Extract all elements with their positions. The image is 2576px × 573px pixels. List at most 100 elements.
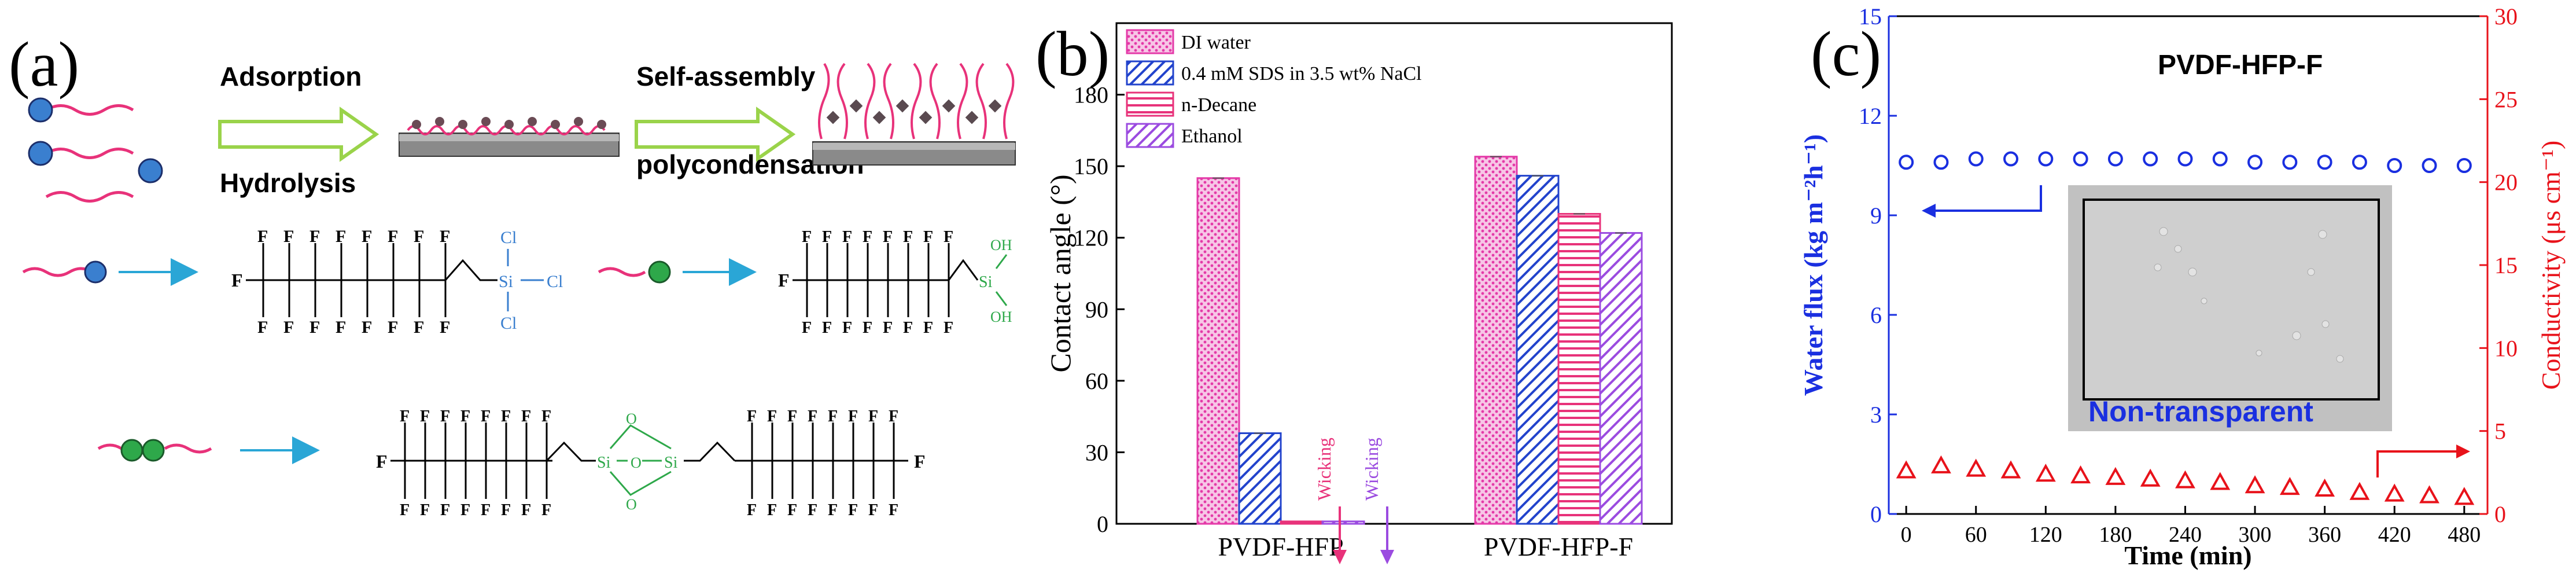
panel-b-frame	[1115, 22, 1673, 525]
svg-text:F: F	[481, 501, 491, 519]
svg-text:F: F	[541, 501, 551, 519]
svg-text:F: F	[400, 501, 410, 519]
left-y-tick-label: 0	[1870, 501, 1882, 527]
left-y-tick-label: 9	[1870, 203, 1882, 229]
right-y-tick-label: 20	[2494, 170, 2518, 196]
svg-text:F: F	[787, 407, 797, 425]
conductivity-point	[2384, 483, 2405, 502]
bar	[1196, 177, 1240, 525]
svg-text:F: F	[828, 501, 838, 519]
y-axis-label: Contact angle (°)	[1044, 174, 1077, 372]
left-y-tick-label: 12	[1859, 103, 1882, 129]
svg-text:O: O	[631, 454, 642, 471]
reagent-molecules	[45, 104, 134, 203]
svg-text:F: F	[822, 319, 832, 337]
x-category-label: PVDF-HFP	[1218, 532, 1343, 561]
flux-point	[2247, 155, 2263, 170]
svg-text:F: F	[767, 501, 777, 519]
bar	[1557, 213, 1601, 525]
flux-point	[2456, 158, 2472, 173]
svg-text:F: F	[822, 228, 832, 246]
legend-swatch	[1126, 123, 1174, 148]
svg-text:F: F	[362, 227, 372, 246]
svg-text:F: F	[863, 228, 872, 246]
step2-top-label: Self-assembly	[636, 61, 816, 91]
svg-text:F: F	[883, 228, 893, 246]
svg-text:F: F	[808, 501, 817, 519]
flux-point	[2422, 158, 2437, 173]
svg-text:F: F	[521, 501, 531, 519]
svg-text:F: F	[336, 227, 346, 246]
svg-text:F: F	[944, 319, 953, 337]
svg-text:F: F	[440, 227, 450, 246]
svg-text:F: F	[388, 227, 398, 246]
svg-text:F: F	[440, 407, 450, 425]
chain-start-F: F	[231, 270, 243, 291]
legend-swatch	[1126, 29, 1174, 54]
svg-text:Si: Si	[979, 273, 993, 291]
y-tick-label: 120	[1074, 225, 1108, 251]
conductivity-point	[2000, 460, 2021, 479]
flux-axis-arrow	[1922, 185, 2042, 218]
panel-b-legend: DI water 0.4 mM SDS in 3.5 wt% NaCl n-Deca…	[1126, 29, 1422, 148]
panel-b-bars	[1196, 156, 1643, 525]
wicking-label-ethanol: Wicking	[1361, 438, 1382, 501]
conductivity-point	[1931, 455, 1951, 473]
x-tick-label: 60	[1965, 523, 1987, 547]
svg-text:F: F	[903, 319, 913, 337]
svg-text:F: F	[257, 318, 268, 337]
y-tick-label: 60	[1085, 368, 1108, 394]
bar	[1280, 520, 1324, 525]
conductivity-point	[2279, 477, 2300, 495]
svg-text:F: F	[521, 407, 531, 425]
svg-text:F: F	[501, 407, 511, 425]
svg-text:F: F	[541, 407, 551, 425]
svg-text:F: F	[808, 407, 817, 425]
svg-text:F: F	[868, 501, 878, 519]
flux-point	[2282, 155, 2298, 170]
panel-c-label: (c)	[1811, 19, 1881, 89]
legend-swatch	[1126, 91, 1174, 117]
svg-text:F: F	[414, 227, 424, 246]
svg-text:O: O	[626, 496, 637, 513]
y-tick-label: 90	[1085, 296, 1108, 322]
svg-text:F: F	[848, 407, 858, 425]
chain-end-F: F	[914, 451, 926, 472]
svg-text:F: F	[889, 501, 898, 519]
flux-point	[2317, 155, 2332, 170]
conductivity-point	[2349, 482, 2370, 500]
x-tick-label: 480	[2448, 523, 2481, 547]
flux-point	[1968, 151, 1984, 167]
x-axis-label: Time (min)	[2124, 541, 2251, 570]
bar	[1238, 432, 1282, 525]
conductivity-point	[2105, 467, 2126, 485]
x-tick-label: 420	[2378, 523, 2411, 547]
legend-swatch	[1126, 60, 1174, 86]
conductivity-axis-arrow	[2376, 445, 2470, 477]
svg-text:F: F	[848, 501, 858, 519]
conductivity-point	[2454, 487, 2475, 505]
left-y-tick-label: 3	[1870, 402, 1882, 428]
x-tick-label: 0	[1901, 523, 1912, 547]
svg-text:O: O	[626, 410, 637, 427]
svg-text:F: F	[336, 318, 346, 337]
x-category-label: PVDF-HFP-F	[1484, 532, 1633, 561]
left-y-tick-label: 15	[1859, 3, 1882, 30]
svg-text:Si: Si	[597, 454, 611, 472]
contact-angle-chart: (b) 0 30 60 90 120 150 180 Contact angle (°) PVD…	[1035, 19, 1673, 564]
svg-text:F: F	[481, 407, 491, 425]
flux-point	[2212, 151, 2228, 167]
step1-top-label: Adsorption	[220, 61, 362, 91]
conductivity-point	[2140, 468, 2161, 487]
svg-text:F: F	[923, 319, 933, 337]
svg-text:F: F	[440, 318, 450, 337]
flux-point	[2003, 151, 2019, 167]
y-tick-label: 0	[1097, 511, 1108, 537]
svg-text:F: F	[923, 228, 933, 246]
right-y-tick-label: 15	[2494, 252, 2518, 278]
substrate-adsorbed	[399, 117, 620, 157]
svg-text:F: F	[889, 407, 898, 425]
